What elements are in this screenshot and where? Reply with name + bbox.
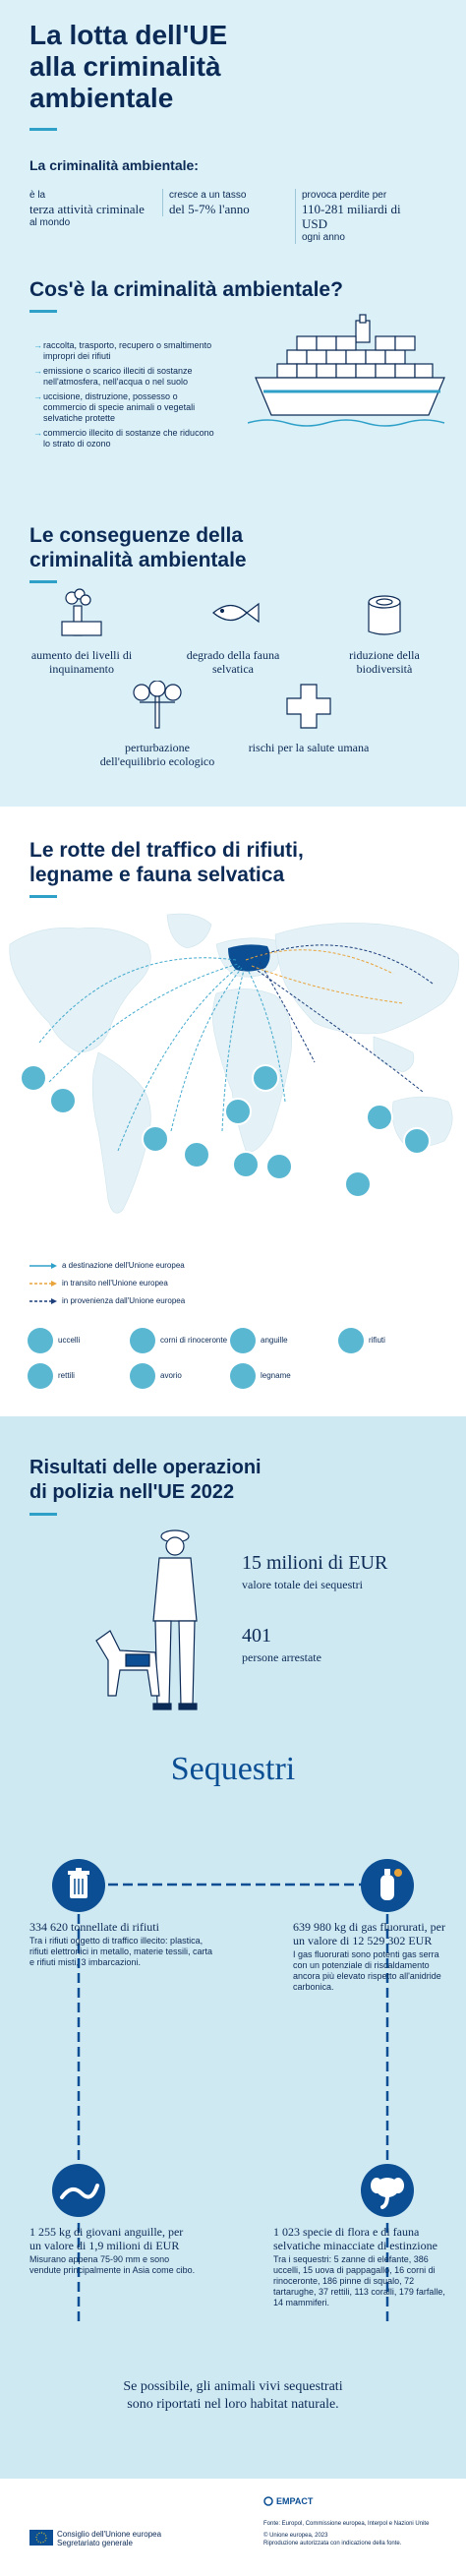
page-title: La lotta dell'UE alla criminalità ambien… xyxy=(29,20,228,113)
routes-section: Le rotte del traffico di rifiuti, legnam… xyxy=(0,807,466,1416)
legend-item-rhino-horn: corni di rinoceronte xyxy=(130,1328,227,1353)
legend-route-transit: in transito nell'Unione europea xyxy=(29,1279,168,1288)
empact-emblem-icon xyxy=(263,2496,273,2506)
police-officer-dog-icon xyxy=(95,1529,198,1710)
routes-title: Le rotte del traffico di rifiuti, legnam… xyxy=(29,839,304,886)
arrow-to-eu-icon xyxy=(29,1263,57,1269)
trash-bin-icon xyxy=(68,1868,89,1898)
map-eel-icon xyxy=(403,1127,431,1155)
consequence-pollution: aumento dei livelli di inquinamento xyxy=(18,588,146,676)
map-eel-icon xyxy=(366,1104,393,1131)
bird-icon xyxy=(28,1328,53,1353)
what-title: Cos'è la criminalità ambientale? xyxy=(29,278,343,301)
legend-item-eels: anguille xyxy=(230,1328,288,1353)
legend-item-waste: rifiuti xyxy=(338,1328,385,1353)
seizures-title: Sequestri xyxy=(170,1751,296,1787)
stat-losses: provoca perdite per 110-281 miliardi di … xyxy=(295,189,442,244)
council-label: Consiglio dell'Unione europea Segretaria… xyxy=(57,2530,162,2547)
health-cross-icon xyxy=(286,684,331,729)
map-timber-icon xyxy=(265,1153,293,1180)
stat-third-crime: è la terza attività criminale al mondo xyxy=(29,190,145,228)
results-section: Risultati delle operazioni di polizia ne… xyxy=(0,1416,466,1849)
empact-logo: EMPACT xyxy=(263,2496,313,2506)
stat-arrests-value: 401 xyxy=(242,1625,271,1647)
source-note: Fonte: Europol, Commissione europea, Int… xyxy=(263,2521,430,2546)
legend-item-timber: legname xyxy=(230,1363,291,1389)
stat-seizures-label: valore totale dei sequestri xyxy=(242,1578,363,1591)
stat-seizures-value: 15 milioni di EUR xyxy=(242,1552,388,1574)
map-waste-icon xyxy=(252,1064,279,1092)
stat-arrests-label: persone arrestate xyxy=(242,1650,321,1664)
consequences-section: Le conseguenze della criminalità ambient… xyxy=(0,511,466,807)
seizures-section: 334 620 tonnellate di rifiuti Tra i rifi… xyxy=(0,1849,466,2479)
consequences-accent-line xyxy=(29,580,57,583)
elephant-icon xyxy=(371,2178,404,2209)
map-bird-icon xyxy=(183,1141,210,1168)
timber-icon xyxy=(230,1363,256,1389)
cargo-ship-icon xyxy=(248,314,445,427)
results-title: Risultati delle operazioni di polizia ne… xyxy=(29,1457,262,1503)
what-accent-line xyxy=(29,310,57,313)
gas-cylinder-icon xyxy=(380,1869,402,1900)
consequence-biodiversity: riduzione della biodiversità xyxy=(320,588,448,676)
seizure-gas: 639 980 kg di gas fluorurati, per un val… xyxy=(293,1920,445,1992)
arrow-from-eu-icon xyxy=(29,1298,57,1304)
consequence-ecological-balance: perturbazione dell'equilibrio ecologico xyxy=(93,680,221,768)
map-reptile-icon xyxy=(224,1098,252,1125)
map-waste-icon xyxy=(344,1170,372,1198)
seizure-species-circle xyxy=(361,2164,414,2217)
eu-flag-logo xyxy=(29,2530,53,2546)
arrow-transit-icon xyxy=(29,1281,57,1287)
seizures-closing: Se possibile, gli animali vivi sequestra… xyxy=(123,2379,343,2412)
consequences-title: Le conseguenze della criminalità ambient… xyxy=(29,524,247,571)
footer: Consiglio dell'Unione europea Segretaria… xyxy=(0,2479,466,2576)
header-section: La lotta dell'UE alla criminalità ambien… xyxy=(0,0,466,511)
seizure-waste: 334 620 tonnellate di rifiuti Tra i rifi… xyxy=(29,1920,213,1967)
legend-item-ivory: avorio xyxy=(130,1363,182,1389)
chain-frame xyxy=(77,1883,389,2321)
map-ivory-icon xyxy=(232,1151,260,1178)
header-subtitle: La criminalità ambientale: xyxy=(29,157,199,173)
world-map xyxy=(9,913,459,1214)
what-list: raccolta, trasporto, recupero o smaltime… xyxy=(33,340,220,453)
what-item: commercio illecito di sostanze che riduc… xyxy=(33,428,220,449)
map-reptile-icon xyxy=(142,1125,169,1153)
what-item: raccolta, trasporto, recupero o smaltime… xyxy=(33,340,220,362)
factory-smoke-icon xyxy=(61,588,102,636)
balance-icon xyxy=(133,680,182,729)
reptile-icon xyxy=(28,1363,53,1389)
legend-item-reptiles: rettili xyxy=(28,1363,75,1389)
rhino-horn-icon xyxy=(130,1328,155,1353)
legend-route-from-eu: in provenienza dall'Unione europea xyxy=(29,1296,185,1306)
legend-item-birds: uccelli xyxy=(28,1328,80,1353)
seizure-eels-circle xyxy=(52,2164,105,2217)
map-bird-icon xyxy=(20,1064,47,1092)
seizure-waste-circle xyxy=(52,1859,105,1912)
results-accent-line xyxy=(29,1513,57,1516)
eel-icon xyxy=(230,1328,256,1353)
eu-stars-icon xyxy=(35,2532,47,2544)
title-accent-line xyxy=(29,128,57,131)
eel-icon xyxy=(60,2184,99,2199)
seizure-gas-circle xyxy=(361,1859,414,1912)
waste-icon xyxy=(338,1328,364,1353)
seizure-species: 1 023 specie di flora e di fauna selvati… xyxy=(273,2225,445,2307)
routes-accent-line xyxy=(29,895,57,898)
consequence-health: rischi per la salute umana xyxy=(245,681,373,754)
ivory-icon xyxy=(130,1363,155,1389)
consequence-wildlife: degrado della fauna selvatica xyxy=(169,588,297,676)
header-stats: è la terza attività criminale al mondo c… xyxy=(29,189,442,248)
what-item: emissione o scarico illeciti di sostanze… xyxy=(33,366,220,388)
stat-growth-rate: cresce a un tasso del 5-7% l'anno xyxy=(162,189,290,216)
legend-route-to-eu: a destinazione dell'Unione europea xyxy=(29,1261,185,1271)
map-reptile-icon xyxy=(49,1087,77,1114)
fish-icon xyxy=(212,602,260,624)
what-item: uccisione, distruzione, possesso o comme… xyxy=(33,391,220,424)
tree-stump-icon xyxy=(368,595,401,635)
seizure-eels: 1 255 kg di giovani anguille, per un val… xyxy=(29,2225,196,2275)
